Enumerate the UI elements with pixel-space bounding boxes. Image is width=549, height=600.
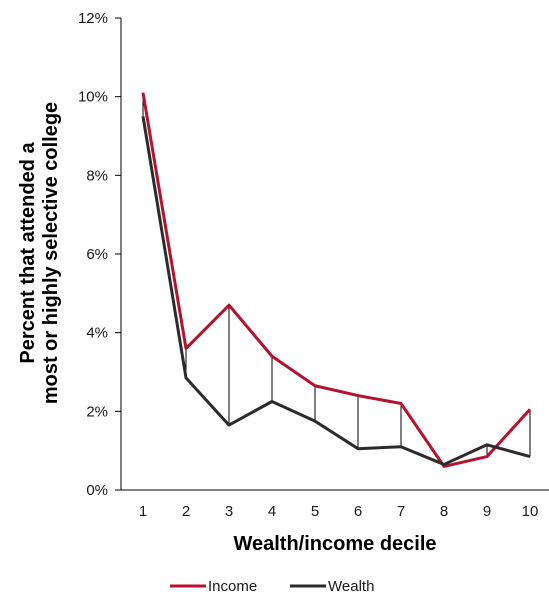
x-tick-label: 2 (182, 503, 190, 520)
x-tick-label: 6 (354, 503, 362, 520)
legend-label-wealth: Wealth (328, 578, 374, 595)
x-tick-label: 8 (440, 503, 448, 520)
y-tick-label: 12% (78, 10, 108, 27)
legend: Income Wealth (170, 578, 374, 595)
series-lines (141, 92, 532, 468)
legend-label-income: Income (208, 578, 257, 595)
series-line-wealth (141, 116, 531, 466)
y-tick-label: 2% (86, 403, 108, 420)
x-tick-label: 7 (397, 503, 405, 520)
x-tick-label: 10 (522, 503, 539, 520)
y-tick-label: 4% (86, 325, 108, 342)
y-axis-title-line: most or highly selective college (40, 102, 62, 404)
x-axis-title: Wealth/income decile (233, 533, 436, 555)
y-tick-label: 8% (86, 167, 108, 184)
y-axis-title-line: Percent that attended a (17, 142, 39, 364)
x-tick-label: 4 (268, 503, 276, 520)
x-tick-label: 3 (225, 503, 233, 520)
y-axis-ticks: 0% 2% 4% 6% 8% 10% 12% (78, 10, 121, 499)
x-axis-ticks: 1 2 3 4 5 6 7 8 9 10 (139, 503, 539, 520)
y-tick-label: 6% (86, 246, 108, 263)
x-tick-label: 5 (311, 503, 319, 520)
x-tick-label: 1 (139, 503, 147, 520)
y-tick-label: 10% (78, 89, 108, 106)
series-line-income (141, 92, 532, 468)
y-axis-title: Percent that attended a most or highly se… (17, 102, 62, 404)
difference-lines (142, 92, 531, 467)
x-tick-label: 9 (483, 503, 491, 520)
y-tick-label: 0% (86, 482, 108, 499)
